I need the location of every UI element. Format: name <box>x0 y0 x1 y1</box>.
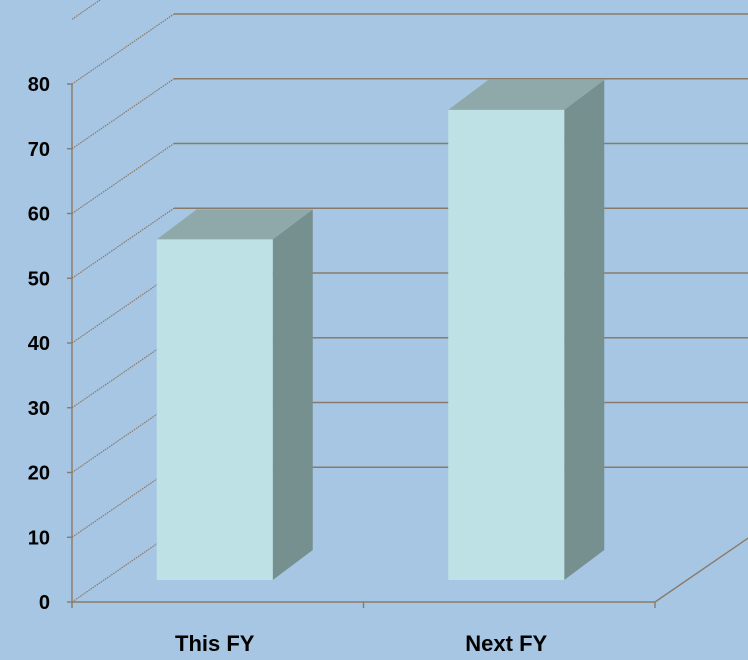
bar-top-face <box>156 209 313 240</box>
bar <box>156 209 313 580</box>
side-gridline <box>71 207 175 279</box>
y-tick-label: 50 <box>28 268 50 290</box>
y-tick-label: 60 <box>28 204 50 226</box>
y-tick-label: 30 <box>28 398 50 420</box>
y-tick-label: 40 <box>28 333 50 355</box>
axes <box>67 83 656 608</box>
y-tick-label: 70 <box>28 139 50 161</box>
side-gridline <box>71 13 175 85</box>
x-axis-tick-labels: This FY Next FY <box>175 631 548 656</box>
bar-top-face <box>448 79 605 110</box>
bar-front-face <box>156 239 273 580</box>
bar <box>448 79 605 581</box>
side-gridline <box>71 143 175 214</box>
y-tick-label: 80 <box>28 74 50 96</box>
y-tick-label: 0 <box>39 592 50 614</box>
x-tick-label: Next FY <box>465 631 547 655</box>
x-tick-label: This FY <box>175 631 255 655</box>
y-axis-tick-labels: 0 10 20 30 40 50 60 70 80 <box>28 74 50 614</box>
y-tick-label: 20 <box>28 463 50 485</box>
bars <box>156 79 605 581</box>
bar-front-face <box>448 109 565 581</box>
y-tick-label: 10 <box>28 527 50 549</box>
side-gridline <box>71 78 175 150</box>
bar-side-face <box>564 79 605 581</box>
bar-side-face <box>272 209 313 580</box>
side-gridline <box>71 0 102 20</box>
